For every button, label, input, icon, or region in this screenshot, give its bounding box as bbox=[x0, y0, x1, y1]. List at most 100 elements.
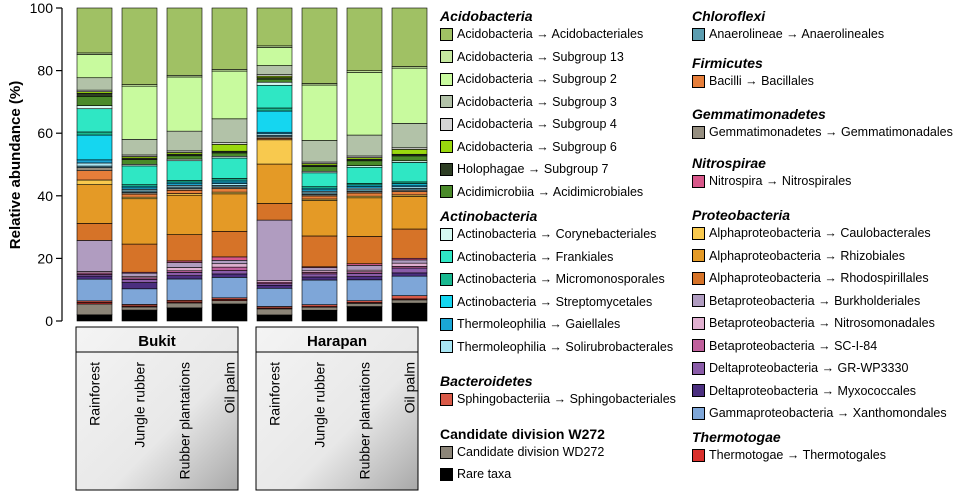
bar-column bbox=[301, 7, 338, 322]
legend-group-title: Acidobacteria bbox=[440, 8, 533, 24]
group-boxes: Bukit Rainforest Jungle rubber Rubber plant… bbox=[75, 326, 419, 491]
legend-item: Thermoleophilia → Solirubrobacterales bbox=[440, 338, 673, 356]
bar-segment bbox=[256, 7, 293, 47]
legend-label: Thermoleophilia → Solirubrobacterales bbox=[457, 339, 674, 354]
legend-label: Alphaproteobacteria → Rhodospirillales bbox=[709, 271, 929, 285]
bar-segment bbox=[166, 76, 203, 132]
legend-group-title: Firmicutes bbox=[692, 55, 763, 71]
legend-item: Acidimicrobiia → Acidimicrobiales bbox=[440, 183, 643, 201]
bar-segment bbox=[346, 166, 383, 184]
bar-segment bbox=[256, 107, 293, 112]
bar-segment bbox=[76, 159, 113, 164]
bar-segment bbox=[301, 235, 338, 268]
group-box-bg bbox=[75, 326, 239, 491]
bar-segment bbox=[346, 276, 383, 281]
legend-swatch bbox=[440, 140, 453, 153]
bar-segment bbox=[211, 70, 248, 120]
legend-item: Rare taxa bbox=[440, 465, 511, 483]
legend-item: Betaproteobacteria → SC-I-84 bbox=[692, 337, 877, 355]
group-box: Harapan Rainforest Jungle rubber Rubber pla… bbox=[255, 326, 419, 491]
bar-segment bbox=[121, 165, 158, 185]
legend-swatch bbox=[692, 294, 705, 307]
bar-segment bbox=[211, 260, 248, 265]
bar-segment bbox=[76, 179, 113, 185]
group-box: Bukit Rainforest Jungle rubber Rubber plant… bbox=[75, 326, 239, 491]
bar-segment bbox=[256, 314, 293, 322]
legend-swatch bbox=[692, 226, 705, 240]
stacked-bar-chart: Relative abundance (%) 0 20 40 60 80 100 Buki… bbox=[7, 0, 428, 491]
bar-segment bbox=[211, 263, 248, 268]
legend-label: Betaproteobacteria → Burkholderiales bbox=[709, 293, 921, 308]
bar-segment bbox=[301, 7, 338, 84]
bar-segment bbox=[121, 243, 158, 273]
bar-segment bbox=[166, 234, 203, 262]
bar-segment bbox=[391, 67, 428, 124]
bar-segment bbox=[346, 160, 383, 166]
legend-label: Acidobacteria → Subgroup 4 bbox=[457, 117, 617, 131]
legend-label: Acidobacteria → Acidobacteriales bbox=[457, 27, 644, 41]
legend-label: Alphaproteobacteria → Caulobacterales bbox=[709, 226, 931, 240]
bar-segment bbox=[256, 110, 293, 133]
legend-item: Actinobacteria → Micromonosporales bbox=[440, 270, 665, 288]
bar-segment bbox=[166, 275, 203, 280]
bar-segment bbox=[391, 155, 428, 162]
bar-segment bbox=[391, 295, 428, 300]
bar-segment bbox=[76, 108, 113, 133]
bar-segment bbox=[166, 302, 203, 309]
bar-segment bbox=[76, 131, 113, 136]
y-tick-label: 60 bbox=[37, 125, 53, 141]
bar-segment bbox=[301, 200, 338, 237]
legend-label: Betaproteobacteria → SC-I-84 bbox=[709, 338, 878, 353]
x-tick-label: Jungle rubber bbox=[132, 362, 148, 448]
bar-segment bbox=[76, 184, 113, 224]
legend-item: Sphingobacteriia → Sphingobacteriales bbox=[440, 390, 676, 408]
bar-segment bbox=[346, 72, 383, 136]
bar-segment bbox=[391, 162, 428, 183]
bar-segment bbox=[211, 152, 248, 157]
bar-segment bbox=[166, 194, 203, 235]
legend-label: Actinobacteria → Micromonosporales bbox=[457, 272, 665, 286]
legend-label: Rare taxa bbox=[457, 467, 512, 481]
bar-segment bbox=[76, 223, 113, 241]
y-tick-label: 40 bbox=[37, 188, 53, 204]
legend-label: Actinobacteria → Frankiales bbox=[457, 249, 614, 264]
x-tick-label: Rainforest bbox=[87, 362, 103, 426]
legend-label: Thermoleophilia → Gaiellales bbox=[457, 317, 621, 331]
bar-segment bbox=[76, 54, 113, 79]
bar-segment bbox=[211, 231, 248, 258]
bar-segment bbox=[121, 272, 158, 277]
bar-segment bbox=[76, 7, 113, 54]
legend-label: Actinobacteria → Corynebacteriales bbox=[457, 227, 657, 241]
bar-segment bbox=[76, 275, 113, 280]
legend-item: Betaproteobacteria → Nitrosomonadales bbox=[692, 314, 935, 332]
legend-label: Acidobacteria → Subgroup 3 bbox=[457, 94, 617, 109]
legend-item: Acidobacteria → Subgroup 13 bbox=[440, 48, 624, 66]
bar-segment bbox=[211, 118, 248, 143]
bar-segment bbox=[301, 267, 338, 272]
legend-swatch bbox=[692, 448, 705, 462]
bar-segment bbox=[121, 139, 158, 156]
group-title: Harapan bbox=[307, 333, 367, 350]
bar-segment bbox=[121, 288, 158, 305]
legend-item: Nitrospira → Nitrospirales bbox=[692, 172, 851, 190]
bar-segment bbox=[166, 272, 203, 276]
legend-swatch bbox=[440, 317, 453, 331]
bar-segment bbox=[301, 172, 338, 187]
bar-segment bbox=[211, 256, 248, 261]
legend-label: Nitrospira → Nitrospirales bbox=[709, 174, 852, 188]
legend-label: Deltaproteobacteria → GR-WP3330 bbox=[709, 361, 909, 375]
bar-segment bbox=[256, 84, 293, 109]
bar-segment bbox=[211, 303, 248, 322]
x-tick-label: Rubber plantations bbox=[177, 362, 193, 480]
bar-segment bbox=[301, 306, 338, 311]
bar-segment bbox=[76, 77, 113, 91]
bar-segment bbox=[256, 284, 293, 289]
bar-segment bbox=[76, 167, 113, 171]
bars bbox=[76, 7, 428, 322]
bar-segment bbox=[211, 157, 248, 179]
legend-swatch bbox=[692, 271, 705, 285]
legend-item: Holophagae → Subgroup 7 bbox=[440, 160, 609, 178]
bar-segment bbox=[301, 309, 338, 322]
bar-segment bbox=[121, 279, 158, 283]
legend-label: Alphaproteobacteria → Rhizobiales bbox=[709, 248, 905, 263]
